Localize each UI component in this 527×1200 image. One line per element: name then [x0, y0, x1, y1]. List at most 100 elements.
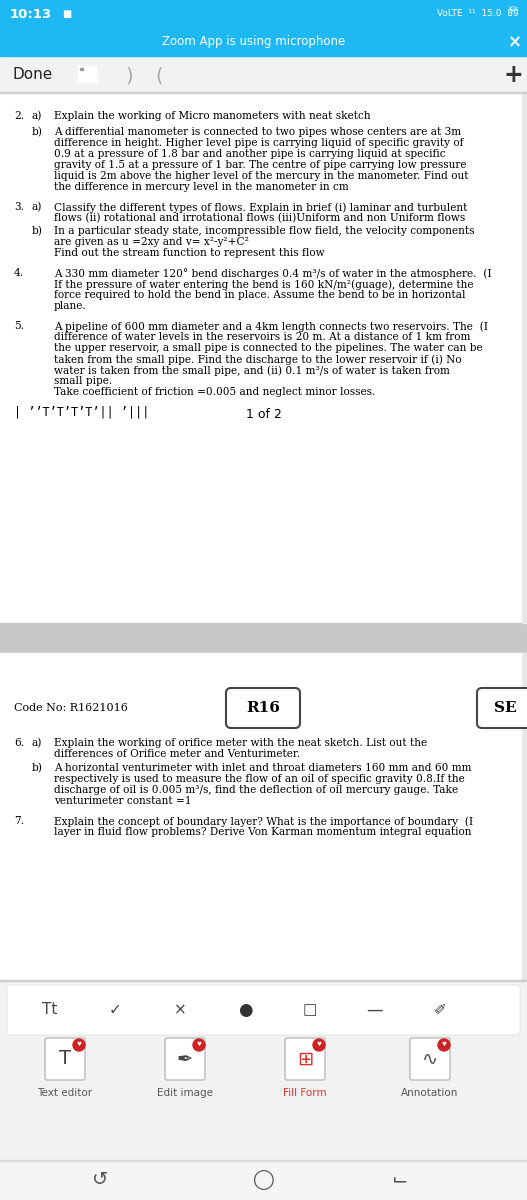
- Text: A pipeline of 600 mm diameter and a 4km length connects two reservoirs. The  (I: A pipeline of 600 mm diameter and a 4km …: [54, 320, 488, 331]
- FancyBboxPatch shape: [165, 1038, 205, 1080]
- Bar: [0, 92, 527, 980]
- Text: difference in height. Higher level pipe is carrying liquid of specific gravity o: difference in height. Higher level pipe …: [54, 138, 464, 148]
- Text: 6.: 6.: [14, 738, 24, 748]
- Text: difference of water levels in the reservoirs is 20 m. At a distance of 1 km from: difference of water levels in the reserv…: [54, 332, 471, 342]
- Text: 1 of 2: 1 of 2: [246, 408, 281, 421]
- Text: Zoom App is using microphone: Zoom App is using microphone: [162, 36, 345, 48]
- Bar: [0, 653, 527, 980]
- Text: R16: R16: [246, 701, 280, 715]
- Bar: [0, 92, 527, 623]
- Text: ♥: ♥: [317, 1043, 321, 1048]
- Bar: [0, 623, 527, 653]
- Text: Explain the working of Micro manometers with neat sketch: Explain the working of Micro manometers …: [54, 110, 370, 121]
- Text: liquid is 2m above the higher level of the mercury in the manometer. Find out: liquid is 2m above the higher level of t…: [54, 170, 469, 181]
- Text: 3.: 3.: [14, 202, 24, 212]
- Text: +: +: [503, 62, 523, 86]
- Text: layer in fluid flow problems? Derive Von Karman momentum integral equation: layer in fluid flow problems? Derive Von…: [54, 827, 472, 838]
- Text: water is taken from the small pipe, and (ii) 0.1 m³/s of water is taken from: water is taken from the small pipe, and …: [54, 365, 450, 376]
- Text: b): b): [32, 763, 43, 773]
- Text: Take coefficient of friction =0.005 and neglect minor losses.: Take coefficient of friction =0.005 and …: [54, 386, 375, 397]
- Bar: [0, 1160, 527, 1200]
- Text: 4.: 4.: [14, 268, 24, 278]
- Text: a): a): [32, 110, 42, 121]
- Text: T: T: [59, 1050, 71, 1068]
- Text: Explain the working of orifice meter with the neat sketch. List out the: Explain the working of orifice meter wit…: [54, 738, 427, 748]
- Bar: [522, 653, 527, 980]
- Text: ■: ■: [62, 8, 71, 19]
- Text: venturimeter constant =1: venturimeter constant =1: [54, 796, 191, 806]
- Text: Classify the different types of flows. Explain in brief (i) laminar and turbulen: Classify the different types of flows. E…: [54, 202, 467, 212]
- Text: Fill Form: Fill Form: [283, 1088, 327, 1098]
- Text: If the pressure of water entering the bend is 160 kN/m²(guage), determine the: If the pressure of water entering the be…: [54, 278, 473, 289]
- Text: discharge of oil is 0.005 m³/s, find the deflection of oil mercury gauge. Take: discharge of oil is 0.005 m³/s, find the…: [54, 785, 458, 794]
- Text: A horizontal venturimeter with inlet and throat diameters 160 mm and 60 mm: A horizontal venturimeter with inlet and…: [54, 763, 472, 773]
- Text: are given as u =2xy and v= x²-y²+C²: are given as u =2xy and v= x²-y²+C²: [54, 236, 249, 247]
- Text: Text editor: Text editor: [37, 1088, 93, 1098]
- Text: VoLTE  ¹¹  15.0  89: VoLTE ¹¹ 15.0 89: [437, 10, 519, 18]
- Text: In a particular steady state, incompressible flow field, the velocity components: In a particular steady state, incompress…: [54, 226, 474, 236]
- Circle shape: [313, 1039, 325, 1051]
- Text: force required to hold the bend in place. Assume the bend to be in horizontal: force required to hold the bend in place…: [54, 290, 465, 300]
- Text: Edit image: Edit image: [157, 1088, 213, 1098]
- Bar: [78, 66, 96, 82]
- Text: ↺: ↺: [92, 1170, 108, 1189]
- Text: small pipe.: small pipe.: [54, 376, 112, 386]
- Text: ×: ×: [173, 1002, 187, 1018]
- Bar: [0, 980, 527, 1200]
- Text: ⊞: ⊞: [297, 1050, 313, 1068]
- Text: b): b): [32, 127, 43, 137]
- Text: A 330 mm diameter 120° bend discharges 0.4 m³/s of water in the atmosphere.  (I: A 330 mm diameter 120° bend discharges 0…: [54, 268, 492, 278]
- FancyBboxPatch shape: [410, 1038, 450, 1080]
- Text: respectively is used to measure the flow of an oil of specific gravity 0.8.If th: respectively is used to measure the flow…: [54, 774, 465, 784]
- Text: gravity of 1.5 at a pressure of 1 bar. The centre of pipe carrying low pressure: gravity of 1.5 at a pressure of 1 bar. T…: [54, 160, 466, 170]
- Text: ×: ×: [508, 32, 522, 50]
- Text: ♥: ♥: [197, 1043, 201, 1048]
- Text: SE: SE: [494, 701, 516, 715]
- Text: a): a): [32, 738, 42, 749]
- FancyBboxPatch shape: [45, 1038, 85, 1080]
- Text: taken from the small pipe. Find the discharge to the lower reservoir if (i) No: taken from the small pipe. Find the disc…: [54, 354, 462, 365]
- Text: —: —: [367, 1001, 383, 1019]
- Text: flows (ii) rotational and irrotational flows (iii)Uniform and non Uniform flows: flows (ii) rotational and irrotational f…: [54, 214, 465, 223]
- Text: ✒: ✒: [177, 1050, 193, 1068]
- Text: 7.: 7.: [14, 816, 24, 826]
- Text: differences of Orifice meter and Venturimeter.: differences of Orifice meter and Venturi…: [54, 749, 300, 758]
- Text: ✓: ✓: [109, 1002, 121, 1018]
- Text: 0.9 at a pressure of 1.8 bar and another pipe is carrying liquid at specific: 0.9 at a pressure of 1.8 bar and another…: [54, 149, 446, 158]
- Bar: [80, 68, 83, 70]
- FancyBboxPatch shape: [7, 985, 520, 1034]
- Text: 5.: 5.: [14, 320, 24, 331]
- Text: ♥: ♥: [76, 1043, 82, 1048]
- Bar: [0, 28, 527, 56]
- FancyBboxPatch shape: [226, 688, 300, 728]
- Bar: [0, 0, 527, 28]
- Text: ♥: ♥: [442, 1043, 446, 1048]
- Text: Done: Done: [12, 67, 52, 82]
- Text: Annotation: Annotation: [402, 1088, 458, 1098]
- FancyBboxPatch shape: [285, 1038, 325, 1080]
- FancyBboxPatch shape: [477, 688, 527, 728]
- Text: Tt: Tt: [42, 1002, 57, 1018]
- Text: A differential manometer is connected to two pipes whose centers are at 3m: A differential manometer is connected to…: [54, 127, 461, 137]
- Text: 10:13: 10:13: [10, 7, 52, 20]
- Text: Code No: R1621016: Code No: R1621016: [14, 703, 128, 713]
- Text: ✐: ✐: [434, 1002, 446, 1018]
- Text: ∿: ∿: [422, 1050, 438, 1068]
- Text: Explain the concept of boundary layer? What is the importance of boundary  (I: Explain the concept of boundary layer? W…: [54, 816, 473, 827]
- Text: plane.: plane.: [54, 301, 87, 311]
- Circle shape: [73, 1039, 85, 1051]
- Text: □: □: [303, 1002, 317, 1018]
- Text: a): a): [32, 202, 42, 212]
- Text: the difference in mercury level in the manometer in cm: the difference in mercury level in the m…: [54, 182, 349, 192]
- Text: ): ): [125, 66, 133, 85]
- Text: 2.: 2.: [14, 110, 24, 121]
- Text: ⌙: ⌙: [392, 1170, 408, 1189]
- Bar: [0, 56, 527, 92]
- Text: b): b): [32, 226, 43, 236]
- Circle shape: [193, 1039, 205, 1051]
- Text: ●: ●: [238, 1001, 252, 1019]
- Text: ◯: ◯: [252, 1170, 275, 1190]
- Text: | ’’T’T’T’T’|| ’|||: | ’’T’T’T’T’|| ’|||: [14, 406, 149, 419]
- Text: Find out the stream function to represent this flow: Find out the stream function to represen…: [54, 248, 325, 258]
- Text: (: (: [155, 66, 162, 85]
